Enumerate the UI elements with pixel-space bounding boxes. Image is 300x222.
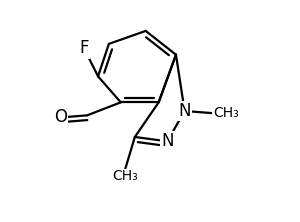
Text: O: O (54, 109, 67, 127)
Text: N: N (178, 102, 191, 120)
Text: N: N (161, 132, 174, 150)
Text: CH₃: CH₃ (112, 169, 138, 183)
Text: CH₃: CH₃ (213, 106, 238, 120)
Text: F: F (79, 39, 89, 57)
